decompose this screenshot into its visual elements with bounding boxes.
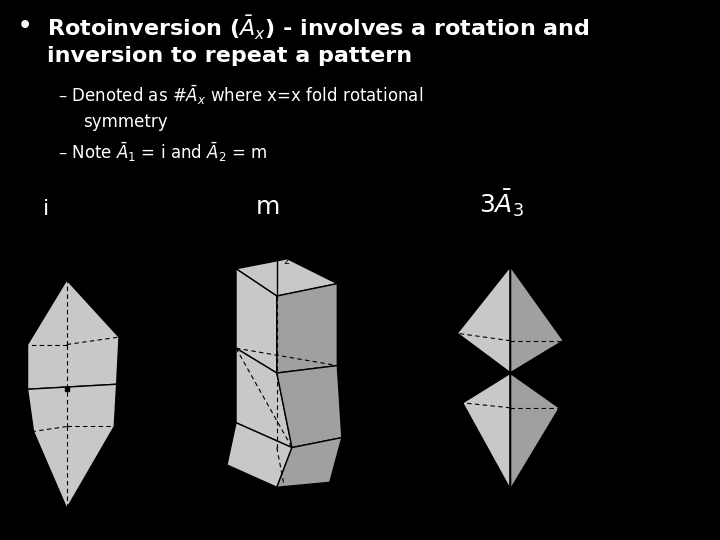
- Text: 2 = m: 2 = m: [284, 256, 315, 266]
- Text: •: •: [18, 16, 32, 36]
- Polygon shape: [236, 348, 292, 448]
- Text: Rotoinversion ($\bar{A}_{x}$) - involves a rotation and: Rotoinversion ($\bar{A}_{x}$) - involves…: [47, 14, 590, 42]
- Polygon shape: [27, 280, 119, 389]
- Text: $\bar{1}$: $\bar{1}$: [71, 273, 79, 287]
- Text: i: i: [43, 199, 50, 219]
- Text: 3$\bar{A}_{3}$: 3$\bar{A}_{3}$: [479, 187, 524, 219]
- Polygon shape: [510, 373, 559, 490]
- Polygon shape: [227, 423, 292, 487]
- Text: – Denoted as #$\bar{A}_{x}$ where x=x fold rotational: – Denoted as #$\bar{A}_{x}$ where x=x fo…: [58, 84, 423, 107]
- Text: m: m: [364, 368, 374, 378]
- Text: – Note $\bar{A}_{1}$ = i and $\bar{A}_{2}$ = m: – Note $\bar{A}_{1}$ = i and $\bar{A}_{2…: [58, 140, 267, 164]
- Polygon shape: [236, 259, 337, 296]
- Polygon shape: [27, 384, 117, 509]
- Polygon shape: [510, 266, 564, 373]
- Polygon shape: [276, 284, 337, 373]
- Polygon shape: [457, 266, 510, 373]
- Text: inversion to repeat a pattern: inversion to repeat a pattern: [47, 46, 412, 66]
- Polygon shape: [236, 269, 276, 373]
- Text: m: m: [256, 195, 280, 219]
- Polygon shape: [462, 373, 510, 490]
- Polygon shape: [276, 366, 342, 448]
- Text: symmetry: symmetry: [83, 113, 168, 131]
- Polygon shape: [276, 437, 342, 487]
- Text: 3: 3: [520, 256, 526, 266]
